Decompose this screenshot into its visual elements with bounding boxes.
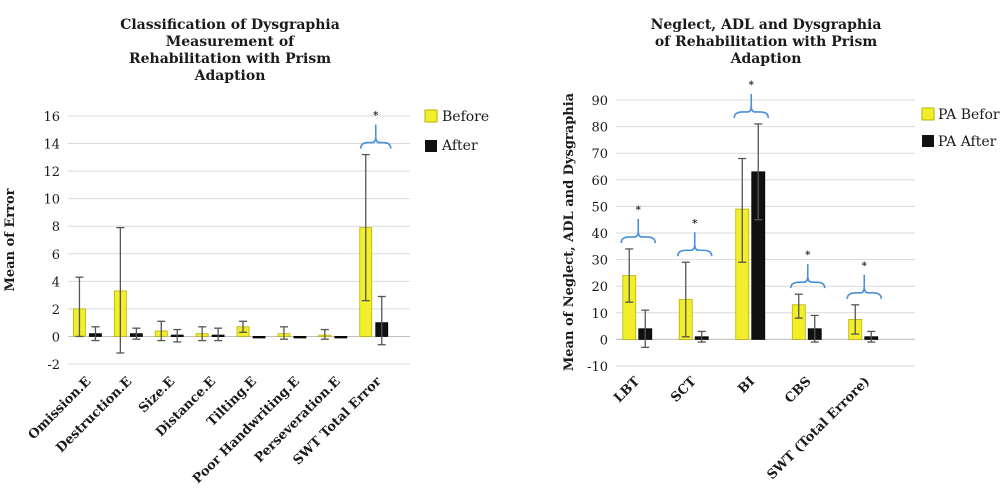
y-tick-label: 50 bbox=[591, 200, 608, 215]
chart-title-line-1: Neglect, ADL and Dysgraphia bbox=[651, 17, 882, 33]
legend-swatch-after bbox=[425, 140, 437, 152]
bar-after-perseveration-e bbox=[334, 336, 348, 339]
significance-marker: * bbox=[805, 250, 811, 261]
y-tick-label: 70 bbox=[591, 147, 608, 162]
y-tick-label: 0 bbox=[600, 333, 608, 348]
legend-label-before: Before bbox=[442, 109, 489, 125]
category-label-swt-total-errore: SWT (Total Errore) bbox=[764, 374, 873, 483]
category-label-destruction-e: Destruction.E bbox=[53, 374, 135, 456]
significance-marker: * bbox=[636, 205, 642, 216]
significance-brace-sct bbox=[676, 244, 713, 257]
y-tick-label: 10 bbox=[43, 193, 60, 208]
significance-marker: * bbox=[373, 111, 379, 122]
significance-marker: * bbox=[692, 218, 698, 229]
chart-title-line-1: Classification of Dysgraphia bbox=[120, 17, 340, 33]
chart-title-line-2: of Rehabilitation with Prism bbox=[655, 34, 877, 50]
legend: PA Before PA After bbox=[921, 107, 1000, 150]
legend-label-pa-after: PA After bbox=[938, 134, 997, 150]
y-tick-labels: -2 0 2 4 6 8 10 12 14 16 bbox=[43, 110, 60, 373]
chart-title-line-4: Adaption bbox=[194, 68, 266, 84]
bars: * bbox=[73, 111, 392, 354]
y-tick-label: 80 bbox=[591, 121, 608, 136]
category-label-bi: BI bbox=[735, 374, 758, 397]
significance-marker: * bbox=[862, 261, 868, 272]
y-tick-label: 40 bbox=[591, 227, 608, 242]
legend-swatch-before bbox=[424, 109, 438, 123]
y-tick-labels: -10 0 10 20 30 40 50 60 70 80 90 bbox=[587, 94, 608, 375]
significance-brace-swt-total-error bbox=[359, 136, 392, 149]
y-tick-label: 4 bbox=[52, 275, 60, 290]
y-tick-label: -10 bbox=[587, 360, 608, 375]
gridlines bbox=[616, 99, 915, 367]
y-tick-label: 6 bbox=[52, 248, 60, 263]
legend-label-after: After bbox=[441, 138, 478, 154]
chart-title-line-3: Rehabilitation with Prism bbox=[129, 51, 331, 67]
y-tick-label: 0 bbox=[52, 330, 60, 345]
y-tick-label: 12 bbox=[43, 165, 60, 180]
bar-after-tilting-e bbox=[252, 336, 266, 339]
bars: * * * * * bbox=[620, 80, 883, 349]
significance-brace-bi bbox=[733, 105, 770, 119]
y-tick-label: -2 bbox=[47, 358, 60, 373]
y-tick-label: 10 bbox=[591, 307, 608, 322]
y-tick-label: 60 bbox=[591, 174, 608, 189]
bar-after-poor-handwriting-e bbox=[293, 336, 307, 339]
chart-title-line-3: Adaption bbox=[730, 51, 802, 67]
chart-dysgraphia-errors: Classification of Dysgraphia Measurement… bbox=[3, 17, 489, 487]
y-tick-label: 20 bbox=[591, 280, 608, 295]
category-label-lbt: LBT bbox=[611, 374, 643, 406]
y-tick-label: 8 bbox=[52, 220, 60, 235]
chart-neglect-adl-dysgraphia: Neglect, ADL and Dysgraphia of Rehabilit… bbox=[562, 17, 1000, 483]
y-tick-label: 90 bbox=[591, 94, 608, 109]
legend-swatch-pa-after bbox=[922, 135, 934, 147]
y-tick-label: 14 bbox=[43, 138, 60, 153]
category-label-sct: SCT bbox=[668, 374, 700, 406]
legend: Before After bbox=[424, 109, 489, 154]
legend-swatch-pa-before bbox=[921, 107, 935, 121]
chart-title-line-2: Measurement of bbox=[166, 34, 295, 50]
significance-marker: * bbox=[749, 80, 755, 91]
y-axis-label: Mean of Neglect, ADL and Dysgraphia bbox=[562, 92, 577, 371]
y-axis-label: Mean of Error bbox=[3, 188, 18, 291]
category-label-cbs: CBS bbox=[782, 374, 814, 406]
significance-brace-swt-total-errore bbox=[846, 286, 883, 299]
legend-label-pa-before: PA Before bbox=[938, 107, 1000, 123]
y-tick-label: 2 bbox=[52, 303, 60, 318]
y-tick-label: 16 bbox=[43, 110, 60, 125]
y-tick-label: 30 bbox=[591, 254, 608, 269]
